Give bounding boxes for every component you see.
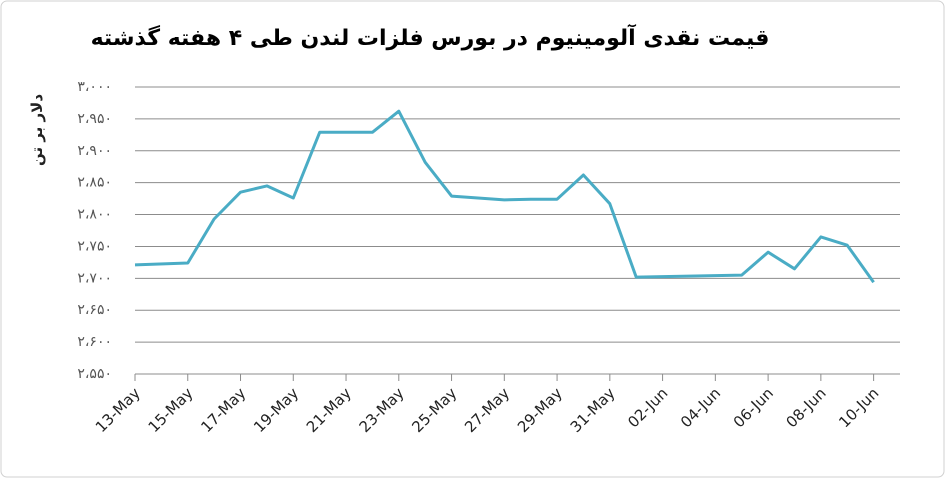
y-axis-label: دلار بر تن	[28, 94, 46, 166]
y-tick-label: ۲،۸۵۰	[77, 175, 112, 191]
data-line	[134, 109, 875, 284]
y-tick-label: ۲،۷۰۰	[77, 270, 112, 286]
chart-title: قیمت نقدی آلومینیوم در بورس فلزات لندن ط…	[91, 23, 770, 51]
y-tick-label: ۲،۵۵۰	[77, 366, 112, 382]
y-tick-label: ۲،۶۰۰	[77, 334, 112, 350]
y-tick-label: ۲،۹۵۰	[77, 111, 112, 127]
y-tick-label: ۲،۸۰۰	[77, 207, 112, 223]
y-tick-label: ۲،۷۵۰	[77, 238, 112, 254]
y-tick-label: ۳،۰۰۰	[77, 79, 112, 95]
y-tick-label: ۲،۶۵۰	[77, 302, 112, 318]
y-tick-label: ۲،۹۰۰	[77, 143, 112, 159]
